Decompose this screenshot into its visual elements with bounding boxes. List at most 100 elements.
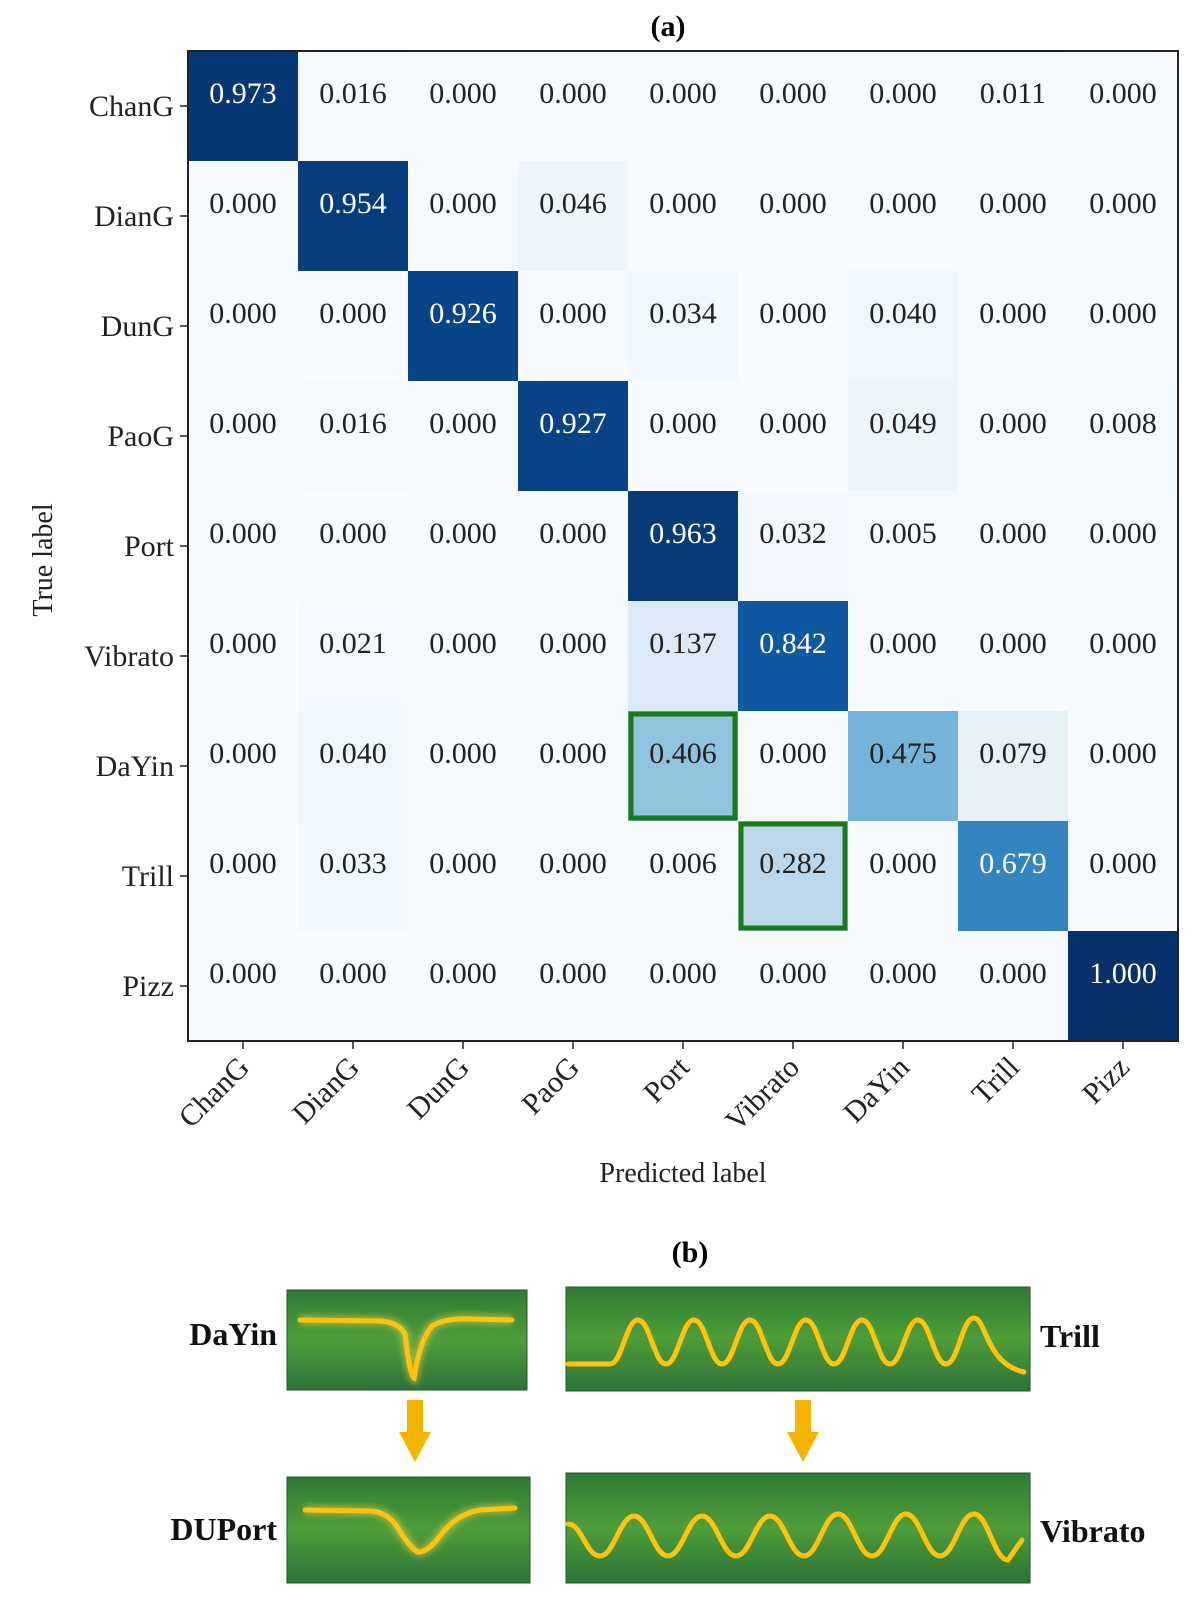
heatmap-cell bbox=[628, 601, 739, 712]
cell-value-label: 0.005 bbox=[869, 517, 937, 550]
cell-value-label: 0.000 bbox=[209, 847, 277, 880]
cell-value-label: 0.000 bbox=[869, 957, 937, 990]
heatmap-cell bbox=[188, 491, 299, 602]
cell-value-label: 0.079 bbox=[979, 737, 1047, 770]
cell-value-label: 0.000 bbox=[869, 187, 937, 220]
dayin-pitch-curve bbox=[297, 1316, 515, 1382]
heatmap-cell bbox=[628, 51, 739, 162]
y-tick-label: ChanG bbox=[89, 90, 174, 123]
cell-value-label: 0.000 bbox=[209, 187, 277, 220]
cell-value-label: 0.000 bbox=[759, 737, 827, 770]
cell-value-label: 0.000 bbox=[869, 847, 937, 880]
cell-value-label: 0.008 bbox=[1089, 407, 1157, 440]
cell-value-label: 0.475 bbox=[869, 737, 937, 770]
cell-value-label: 0.282 bbox=[759, 847, 827, 880]
heatmap-cell bbox=[738, 601, 849, 712]
cell-value-label: 0.000 bbox=[649, 187, 717, 220]
cell-value-label: 0.011 bbox=[980, 77, 1046, 110]
heatmap-cell bbox=[1068, 821, 1179, 932]
heatmap-cell bbox=[518, 161, 629, 272]
x-axis: ChanG DianG DunG PaoG Port Vibrato DaYin Trill P… bbox=[173, 1041, 1136, 1137]
cell-value-label: 0.033 bbox=[319, 847, 387, 880]
arrow-down-icon bbox=[399, 1400, 431, 1462]
heatmap-cell bbox=[848, 821, 959, 932]
cell-value-label: 0.137 bbox=[649, 627, 717, 660]
heatmap-cell bbox=[738, 271, 849, 382]
trill-label: Trill bbox=[1040, 1318, 1100, 1354]
heatmap-cell bbox=[628, 491, 739, 602]
heatmap-cell bbox=[298, 161, 409, 272]
duport-spectrogram bbox=[286, 1476, 531, 1584]
heatmap-cell bbox=[848, 491, 959, 602]
heatmap-cell bbox=[848, 601, 959, 712]
y-tick-label: DunG bbox=[101, 310, 174, 343]
y-tick-label: Port bbox=[124, 530, 175, 563]
cell-value-label: 0.954 bbox=[319, 187, 387, 220]
heatmap-cell bbox=[188, 601, 299, 712]
heatmap-cell bbox=[738, 931, 849, 1042]
heatmap-cell bbox=[408, 161, 519, 272]
cell-value-label: 0.021 bbox=[319, 627, 387, 660]
panel-a-title: (a) bbox=[651, 10, 686, 43]
heatmap-cell bbox=[848, 931, 959, 1042]
duport-label: DUPort bbox=[170, 1511, 277, 1547]
heatmap-cell bbox=[188, 381, 299, 492]
heatmap-cell bbox=[188, 931, 299, 1042]
heatmap-cell bbox=[518, 271, 629, 382]
heatmap-cell bbox=[188, 711, 299, 822]
y-axis-label: True label bbox=[28, 503, 59, 617]
heatmap-cell bbox=[958, 271, 1069, 382]
cell-value-label: 0.000 bbox=[1089, 187, 1157, 220]
cell-value-label: 0.000 bbox=[1089, 77, 1157, 110]
heatmap-cell bbox=[958, 821, 1069, 932]
panel-b-title: (b) bbox=[672, 1236, 709, 1269]
cell-value-label: 0.016 bbox=[319, 77, 387, 110]
heatmap-cell bbox=[958, 601, 1069, 712]
cell-value-label: 0.000 bbox=[539, 517, 607, 550]
heatmap-cell bbox=[958, 711, 1069, 822]
cell-value-label: 0.000 bbox=[1089, 297, 1157, 330]
y-tick-label: Vibrato bbox=[84, 640, 174, 673]
heatmap-cell bbox=[518, 821, 629, 932]
heatmap-cell bbox=[1068, 51, 1179, 162]
trill-pitch-curve bbox=[565, 1315, 1027, 1375]
cell-value-label: 0.000 bbox=[429, 737, 497, 770]
cell-value-label: 0.000 bbox=[979, 297, 1047, 330]
heatmap-cell bbox=[518, 381, 629, 492]
cell-value-label: 0.000 bbox=[209, 627, 277, 660]
cell-value-label: 0.006 bbox=[649, 847, 717, 880]
x-tick-label: Vibrato bbox=[719, 1051, 806, 1138]
cell-value-label: 0.000 bbox=[759, 187, 827, 220]
heatmap-cell bbox=[408, 821, 519, 932]
cell-value-label: 0.000 bbox=[979, 517, 1047, 550]
dayin-spectrogram bbox=[286, 1289, 528, 1391]
cell-value-label: 0.963 bbox=[649, 517, 717, 550]
cell-value-label: 0.000 bbox=[649, 77, 717, 110]
x-tick-label: Trill bbox=[966, 1051, 1026, 1111]
cell-value-label: 0.927 bbox=[539, 407, 607, 440]
cell-value-label: 0.000 bbox=[429, 847, 497, 880]
heatmap-cell bbox=[958, 381, 1069, 492]
heatmap-cell bbox=[1068, 601, 1179, 712]
heatmap-cell bbox=[408, 931, 519, 1042]
highlight-box bbox=[628, 711, 738, 821]
vibrato-pitch-curve bbox=[565, 1511, 1025, 1563]
cell-value-label: 1.000 bbox=[1089, 957, 1157, 990]
cell-value-label: 0.049 bbox=[869, 407, 937, 440]
heatmap-cell bbox=[628, 711, 739, 822]
cell-value-label: 0.000 bbox=[979, 187, 1047, 220]
y-tick-label: DianG bbox=[94, 200, 174, 233]
heatmap-cell bbox=[188, 161, 299, 272]
heatmap-cell bbox=[298, 821, 409, 932]
heatmap-cell bbox=[628, 161, 739, 272]
x-tick-label: DunG bbox=[401, 1051, 476, 1126]
heatmap-cell bbox=[848, 51, 959, 162]
cell-value-label: 0.000 bbox=[539, 77, 607, 110]
vibrato-label: Vibrato bbox=[1040, 1513, 1145, 1549]
cell-value-label: 0.000 bbox=[979, 407, 1047, 440]
cell-value-label: 0.000 bbox=[209, 517, 277, 550]
cell-value-label: 0.000 bbox=[759, 77, 827, 110]
heatmap-cell bbox=[188, 821, 299, 932]
cell-value-label: 0.000 bbox=[319, 297, 387, 330]
heatmap-cell bbox=[518, 931, 629, 1042]
